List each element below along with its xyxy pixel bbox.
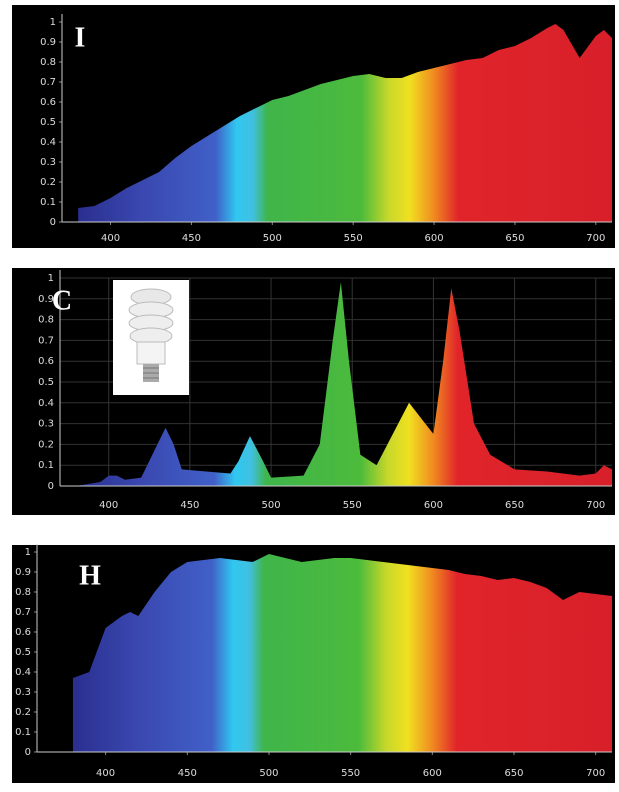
- y-tick-label: 0: [48, 481, 54, 492]
- y-tick-label: 1: [48, 273, 54, 284]
- x-tick-label: 400: [96, 768, 115, 779]
- x-tick-label: 600: [423, 768, 442, 779]
- y-tick-label: 0.7: [40, 77, 56, 88]
- y-tick-label: 0.3: [15, 687, 31, 698]
- y-tick-label: 0.9: [40, 37, 56, 48]
- y-tick-label: 0.7: [38, 335, 54, 346]
- y-tick-label: 0.5: [38, 377, 54, 388]
- x-tick-label: 450: [180, 500, 199, 511]
- y-tick-label: 0.2: [38, 439, 54, 450]
- x-tick-label: 500: [262, 500, 281, 511]
- y-tick-label: 0.2: [15, 707, 31, 718]
- y-tick-label: 0: [25, 747, 31, 758]
- y-tick-label: 0.6: [38, 356, 54, 367]
- panel-label: I: [75, 22, 86, 53]
- y-tick-label: 0.4: [38, 398, 54, 409]
- y-tick-label: 0.2: [40, 177, 56, 188]
- x-tick-label: 550: [341, 768, 360, 779]
- panel-label: C: [52, 285, 72, 316]
- y-tick-label: 0.5: [40, 117, 56, 128]
- x-tick-label: 450: [182, 233, 201, 244]
- bulb-icon: [113, 280, 189, 395]
- y-tick-label: 0.3: [40, 157, 56, 168]
- y-tick-label: 0.9: [15, 567, 31, 578]
- y-tick-label: 0.5: [15, 647, 31, 658]
- x-tick-label: 600: [425, 233, 444, 244]
- x-tick-label: 650: [504, 768, 523, 779]
- y-tick-label: 0.4: [15, 667, 31, 678]
- spectrum-area: [72, 554, 612, 752]
- panel-label: H: [79, 560, 101, 591]
- y-tick-label: 0.4: [40, 137, 56, 148]
- y-tick-label: 0.6: [15, 627, 31, 638]
- y-tick-label: 1: [25, 547, 31, 558]
- y-tick-label: 0.6: [40, 97, 56, 108]
- x-tick-label: 650: [505, 500, 524, 511]
- x-tick-label: 600: [424, 500, 443, 511]
- y-tick-label: 0.1: [40, 197, 56, 208]
- y-tick-label: 1: [50, 17, 56, 28]
- x-tick-label: 500: [263, 233, 282, 244]
- x-tick-label: 550: [344, 233, 363, 244]
- x-tick-label: 450: [178, 768, 197, 779]
- y-tick-label: 0: [50, 217, 56, 228]
- x-tick-label: 700: [586, 768, 605, 779]
- y-tick-label: 0.7: [15, 607, 31, 618]
- x-tick-label: 700: [586, 233, 605, 244]
- y-tick-label: 0.8: [38, 315, 54, 326]
- x-tick-label: 500: [259, 768, 278, 779]
- x-tick-label: 650: [505, 233, 524, 244]
- spectrum-area: [78, 24, 613, 222]
- y-tick-label: 0.3: [38, 419, 54, 430]
- y-tick-label: 0.9: [38, 294, 54, 305]
- x-tick-label: 700: [586, 500, 605, 511]
- spectrum-area: [76, 282, 612, 486]
- y-tick-label: 0.1: [38, 460, 54, 471]
- x-tick-label: 400: [101, 233, 120, 244]
- y-tick-label: 0.1: [15, 727, 31, 738]
- y-tick-label: 0.8: [15, 587, 31, 598]
- x-tick-label: 550: [343, 500, 362, 511]
- x-tick-label: 400: [99, 500, 118, 511]
- y-tick-label: 0.8: [40, 57, 56, 68]
